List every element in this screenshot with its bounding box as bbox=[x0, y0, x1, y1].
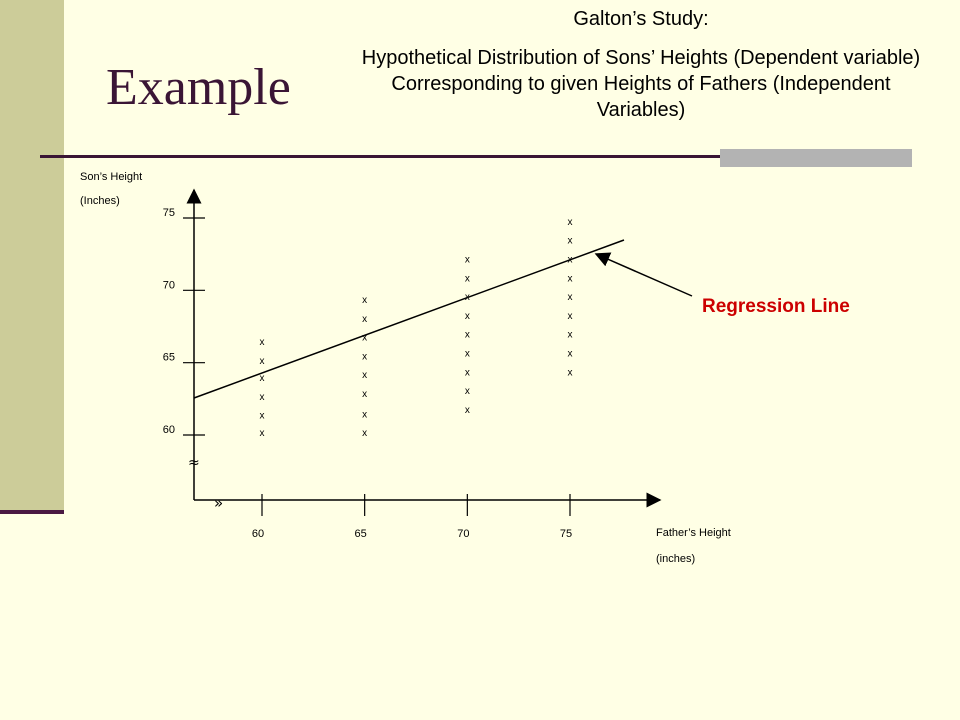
x-tick-label: 60 bbox=[252, 528, 264, 540]
data-point: x bbox=[465, 405, 470, 416]
data-point: x bbox=[362, 333, 367, 344]
x-tick-label: 65 bbox=[355, 528, 367, 540]
data-point: x bbox=[260, 337, 265, 348]
title-divider-accent bbox=[720, 149, 912, 167]
x-tick-label: 75 bbox=[560, 528, 572, 540]
sidebar-decoration bbox=[0, 0, 64, 512]
data-point: x bbox=[465, 330, 470, 341]
title-divider bbox=[40, 155, 912, 158]
y-axis-break-symbol: ≈ bbox=[188, 455, 200, 471]
y-tick-label: 70 bbox=[163, 279, 175, 291]
y-tick-label: 75 bbox=[163, 207, 175, 219]
data-point: x bbox=[568, 292, 573, 303]
data-point: x bbox=[260, 411, 265, 422]
data-point: x bbox=[260, 428, 265, 439]
data-point: x bbox=[465, 367, 470, 378]
data-point: x bbox=[465, 349, 470, 360]
data-point: x bbox=[260, 392, 265, 403]
data-point: x bbox=[362, 351, 367, 362]
sidebar-base-rule bbox=[0, 510, 64, 514]
data-point: x bbox=[568, 367, 573, 378]
data-point: x bbox=[260, 373, 265, 384]
x-axis-break-symbol: » bbox=[214, 494, 223, 512]
data-point: x bbox=[568, 236, 573, 247]
data-point: x bbox=[362, 314, 367, 325]
data-point: x bbox=[465, 311, 470, 322]
data-point: x bbox=[362, 409, 367, 420]
data-point: x bbox=[465, 255, 470, 266]
data-point: x bbox=[568, 311, 573, 322]
data-point: x bbox=[362, 370, 367, 381]
x-axis-label-unit: (inches) bbox=[656, 553, 695, 565]
y-axis-label-unit: (Inches) bbox=[80, 195, 120, 207]
data-point: x bbox=[260, 356, 265, 367]
data-point: x bbox=[568, 330, 573, 341]
data-point: x bbox=[362, 389, 367, 400]
y-tick-label: 65 bbox=[163, 352, 175, 364]
callout-arrow bbox=[594, 252, 693, 297]
slide-title: Example bbox=[106, 59, 291, 116]
y-tick-label: 60 bbox=[163, 424, 175, 436]
x-tick-label: 70 bbox=[457, 528, 469, 540]
chart-heading: Galton’s Study: Hypothetical Distributio… bbox=[346, 8, 936, 123]
regression-line bbox=[193, 239, 625, 399]
data-point: x bbox=[568, 349, 573, 360]
x-axis-label: Father’s Height bbox=[656, 527, 731, 539]
data-point: x bbox=[568, 273, 573, 284]
data-point: x bbox=[362, 428, 367, 439]
regression-line-label: Regression Line bbox=[702, 296, 850, 317]
data-point: x bbox=[465, 273, 470, 284]
data-point: x bbox=[465, 386, 470, 397]
heading-line-1: Galton’s Study: bbox=[573, 8, 709, 30]
heading-line-2: Hypothetical Distribution of Sons’ Heigh… bbox=[361, 47, 921, 121]
data-point: x bbox=[568, 217, 573, 228]
data-point: x bbox=[362, 295, 367, 306]
y-axis-label: Son’s Height bbox=[80, 171, 142, 183]
